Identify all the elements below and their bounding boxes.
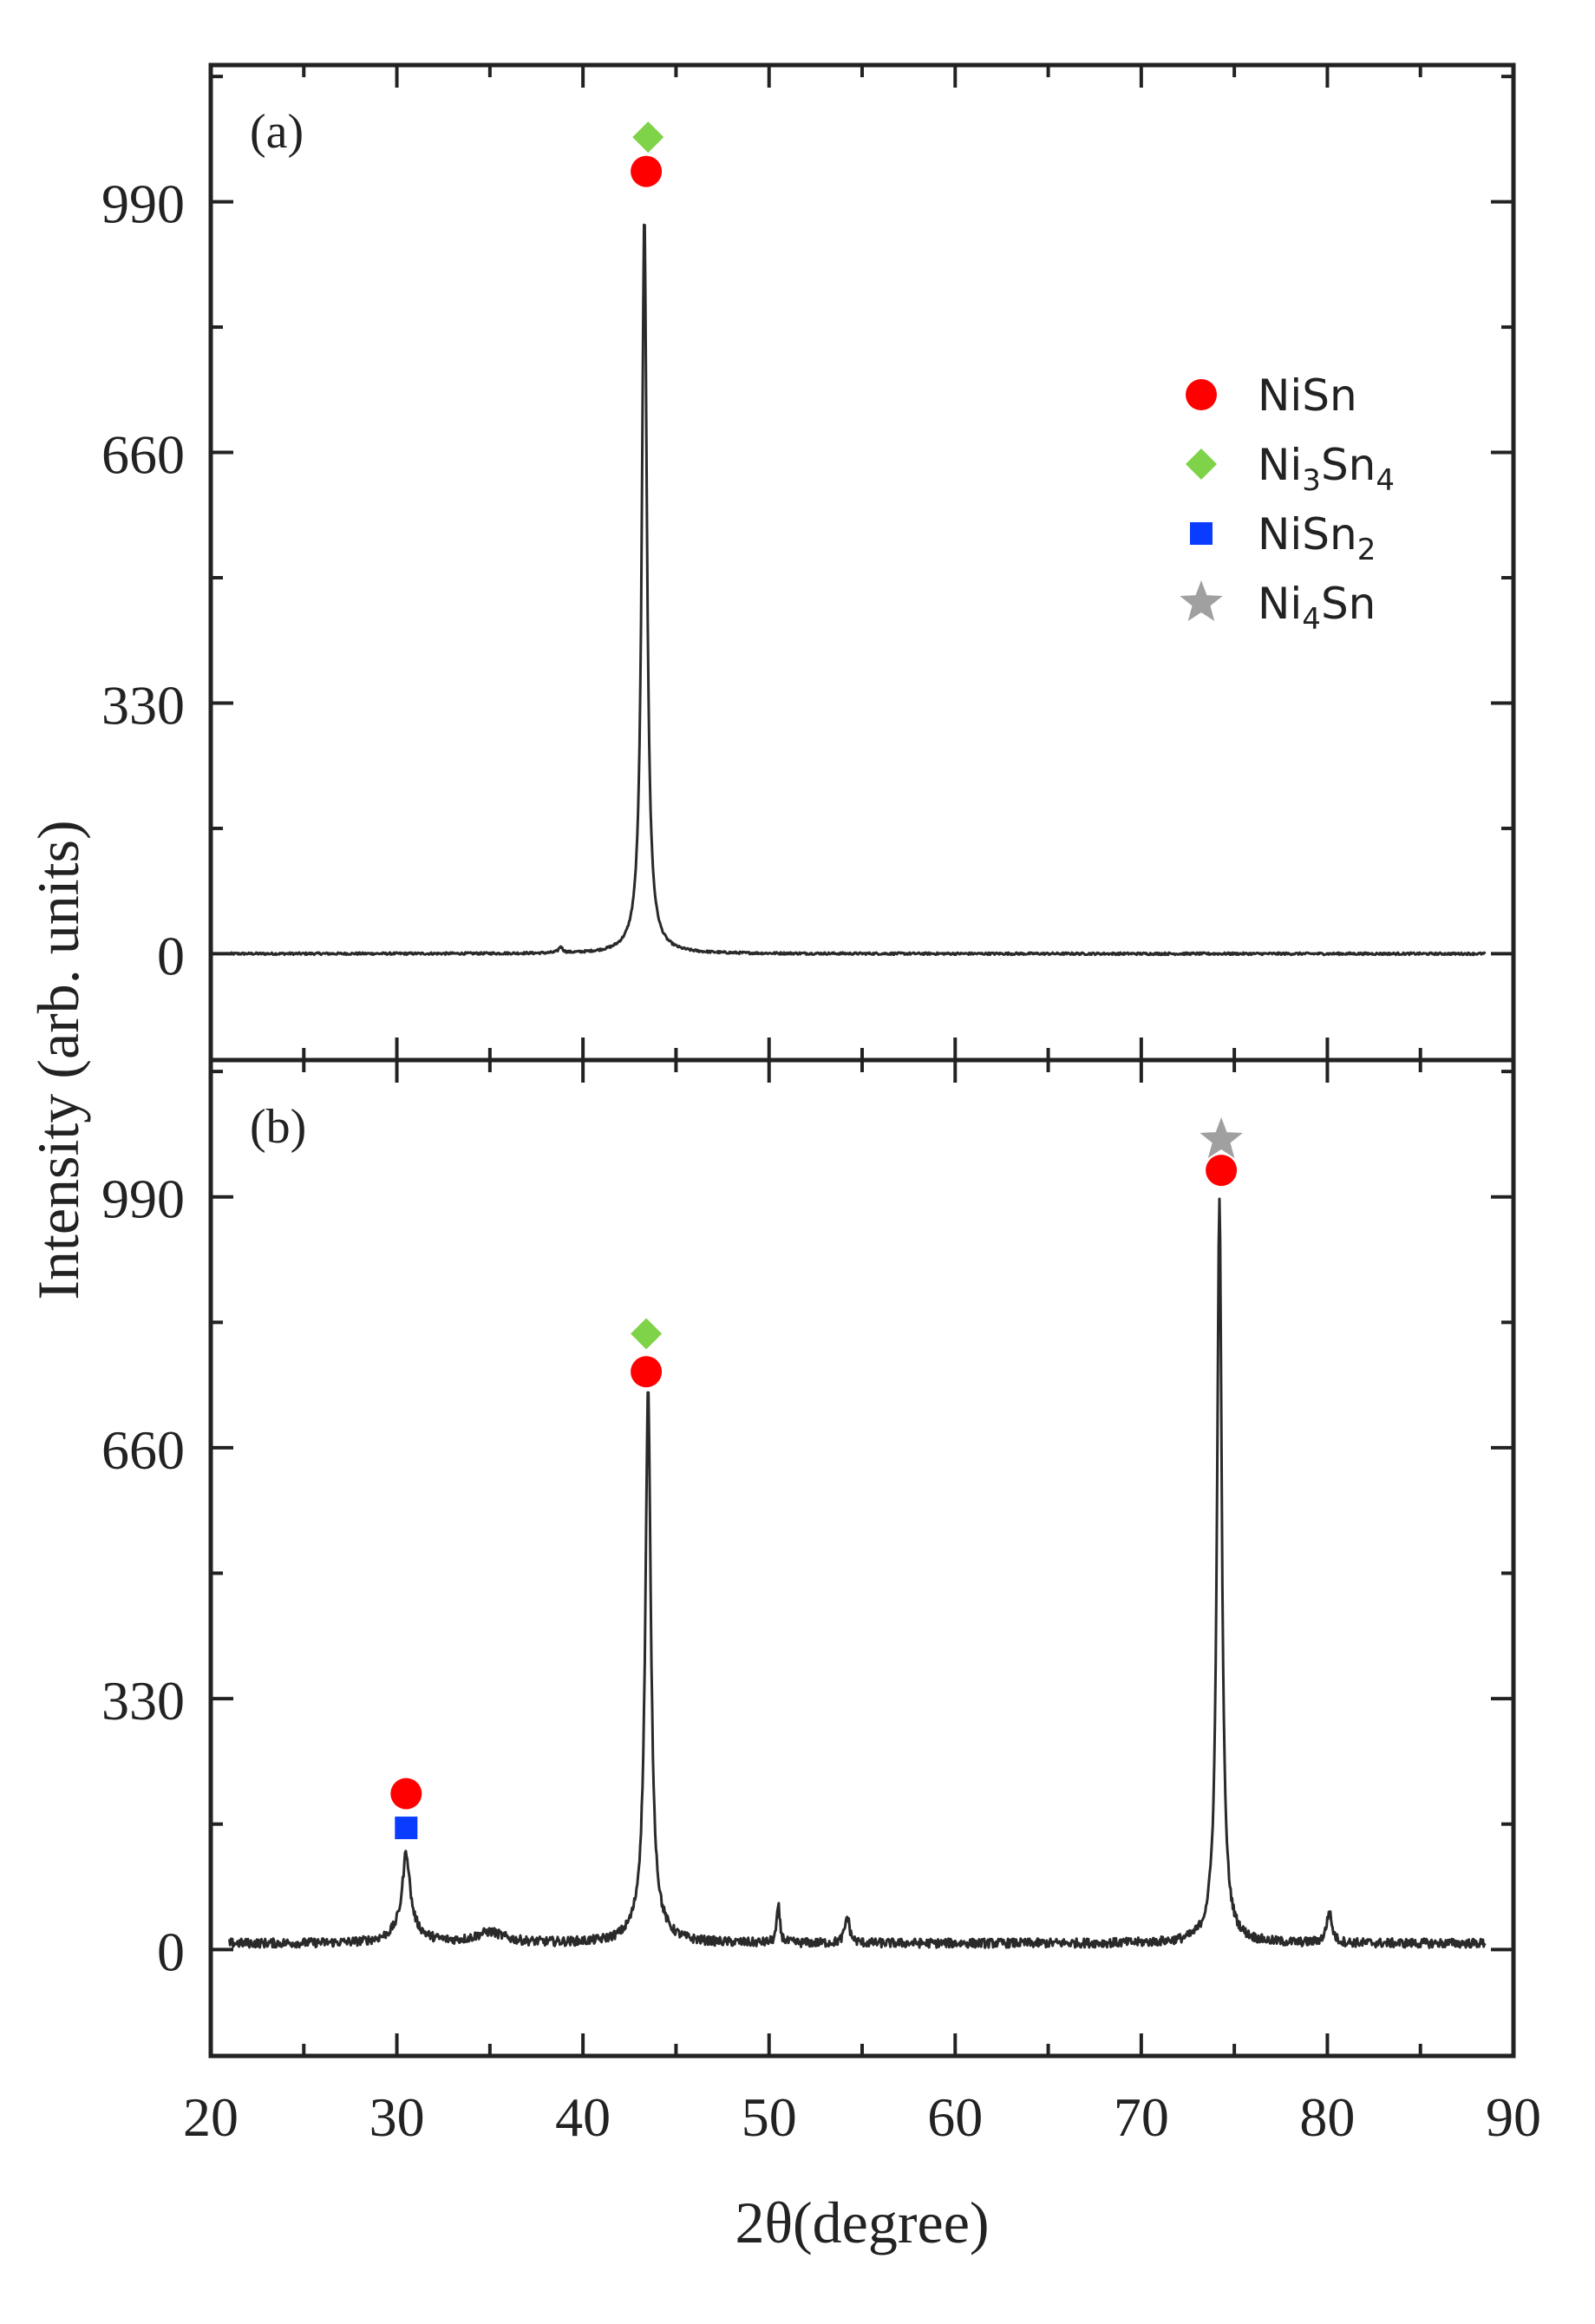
y-tick-label: 660 bbox=[101, 424, 185, 486]
panel-a: (a) bbox=[208, 62, 1516, 1063]
x-tick-label: 20 bbox=[183, 2086, 239, 2148]
x-tick-label: 60 bbox=[927, 2086, 983, 2148]
phase-marker-circle bbox=[631, 155, 663, 187]
y-axis-label: Intensity (arb. units) bbox=[25, 820, 91, 1299]
phase-marker-circle bbox=[631, 1356, 663, 1388]
x-axis-label: 2θ(degree) bbox=[735, 2190, 989, 2255]
phase-marker-diamond bbox=[631, 1318, 663, 1350]
phase-marker-diamond bbox=[632, 121, 664, 154]
panel-b-markers bbox=[390, 1117, 1243, 1840]
legend-label: NiSn2 bbox=[1258, 509, 1376, 567]
panel-b-label: (b) bbox=[250, 1100, 306, 1154]
panel-a-markers bbox=[631, 121, 664, 187]
y-tick-label: 330 bbox=[101, 1670, 185, 1732]
phase-marker-square bbox=[395, 1817, 418, 1840]
x-tick-label: 80 bbox=[1299, 2086, 1355, 2148]
y-tick-labels: 0 330 660 990 0 330 660 990 bbox=[101, 173, 185, 1983]
legend-label: NiSn bbox=[1258, 370, 1357, 421]
phase-marker-star bbox=[1200, 1117, 1243, 1158]
legend-marker-circle bbox=[1186, 379, 1217, 410]
panel-b: (b) bbox=[208, 1057, 1516, 2059]
panel-a-label: (a) bbox=[250, 105, 304, 159]
panel-a-frame bbox=[208, 62, 1516, 1063]
x-tick-label: 90 bbox=[1486, 2086, 1541, 2148]
panel-b-ticks bbox=[209, 1060, 1515, 2056]
x-tick-labels: 20 30 40 50 60 70 80 90 bbox=[183, 2086, 1541, 2148]
legend: NiSn Ni3Sn4 NiSn2 Ni4Sn bbox=[1180, 370, 1395, 637]
x-tick-label: 50 bbox=[742, 2086, 797, 2148]
y-tick-label: 330 bbox=[101, 674, 185, 736]
phase-marker-circle bbox=[1206, 1155, 1238, 1187]
legend-marker-star bbox=[1180, 580, 1223, 621]
phase-marker-circle bbox=[390, 1777, 422, 1810]
panel-a-ticks bbox=[209, 65, 1515, 1060]
legend-marker-square bbox=[1190, 522, 1213, 545]
panel-b-trace bbox=[228, 1197, 1487, 1949]
x-tick-label: 70 bbox=[1114, 2086, 1169, 2148]
x-tick-label: 30 bbox=[369, 2086, 425, 2148]
panel-a-trace bbox=[228, 223, 1487, 957]
legend-marker-diamond bbox=[1186, 448, 1217, 480]
panel-b-frame bbox=[208, 1057, 1516, 2059]
y-tick-label: 990 bbox=[101, 1169, 185, 1230]
y-tick-label: 990 bbox=[101, 173, 185, 235]
legend-label: Ni3Sn4 bbox=[1258, 440, 1395, 498]
y-tick-label: 660 bbox=[101, 1419, 185, 1481]
x-tick-label: 40 bbox=[555, 2086, 611, 2148]
y-tick-label: 0 bbox=[157, 925, 185, 986]
y-tick-label: 0 bbox=[157, 1921, 185, 1982]
legend-label: Ni4Sn bbox=[1258, 579, 1376, 637]
